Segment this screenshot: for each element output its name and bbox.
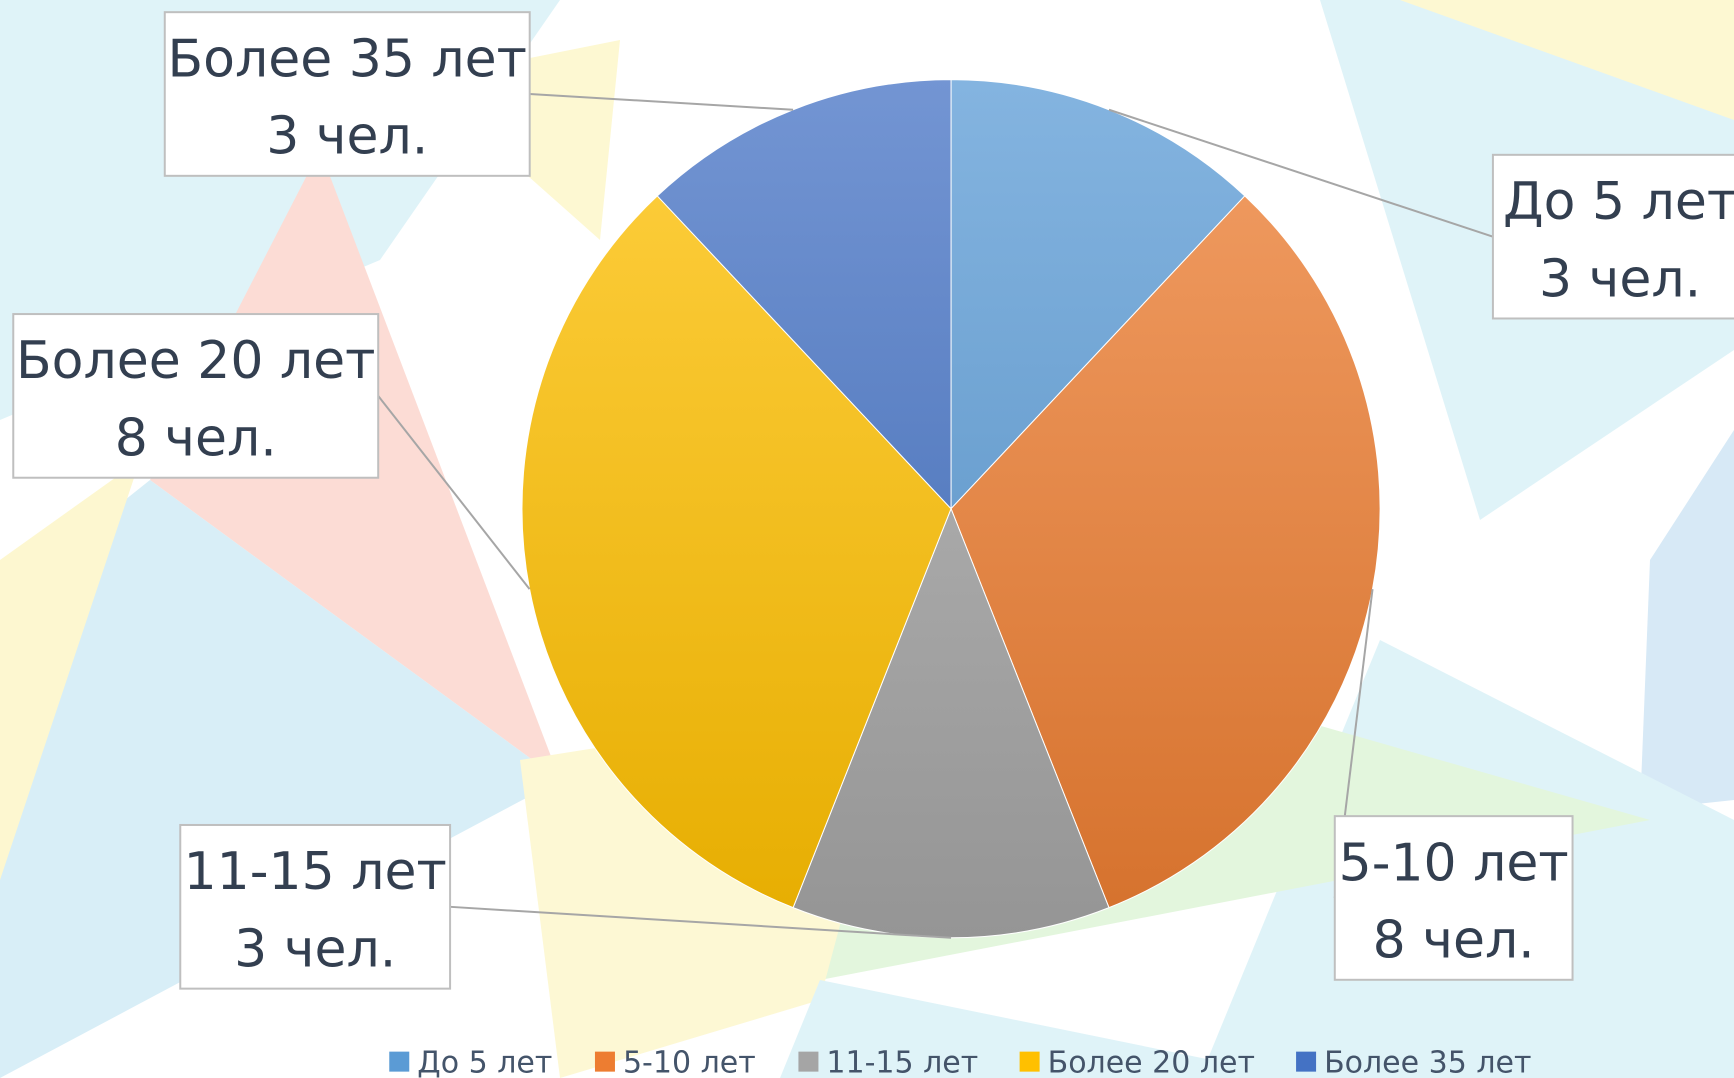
legend: До 5 лет 5-10 лет 11-15 лет Более 20 лет Бол… xyxy=(389,1046,1531,1078)
pie-slice xyxy=(950,79,1246,510)
label-category: Более 35 лет xyxy=(168,29,527,89)
label-value: 8 чел. xyxy=(1373,911,1535,971)
leader-line xyxy=(450,905,952,939)
legend-label: 11-15 лет xyxy=(826,1046,978,1078)
legend-swatch xyxy=(1296,1051,1317,1072)
label-category: 11-15 лет xyxy=(184,842,447,902)
label-value: 3 чел. xyxy=(266,107,428,167)
legend-swatch xyxy=(594,1051,615,1072)
pie-slice xyxy=(656,79,952,510)
legend-swatch xyxy=(798,1051,819,1072)
legend-label: До 5 лет xyxy=(417,1046,552,1078)
data-labels: До 5 лет 3 чел. 5-10 лет 8 чел. 11-15 лет 3 ч… xyxy=(12,11,1734,990)
label-box xyxy=(163,11,531,177)
label-box xyxy=(1491,153,1734,320)
legend-swatch xyxy=(389,1051,410,1072)
legend-swatch xyxy=(1019,1051,1040,1072)
leader-line xyxy=(377,395,531,590)
leader-line xyxy=(1108,108,1494,238)
label-box xyxy=(1333,815,1574,981)
legend-label: Более 35 лет xyxy=(1324,1046,1531,1078)
label-value: 8 чел. xyxy=(115,409,277,469)
legend-label: Более 20 лет xyxy=(1048,1046,1255,1078)
label-value: 3 чел. xyxy=(234,920,396,980)
label-category: До 5 лет xyxy=(1503,172,1734,232)
leader-line xyxy=(529,93,794,111)
label-value: 3 чел. xyxy=(1539,249,1701,309)
pie-slice xyxy=(521,195,952,909)
label-category: Более 20 лет xyxy=(16,331,375,391)
legend-label: 5-10 лет xyxy=(623,1046,756,1078)
label-box xyxy=(12,313,380,479)
label-box xyxy=(179,823,452,990)
label-category: 5-10 лет xyxy=(1339,833,1569,893)
pie xyxy=(521,79,1381,939)
